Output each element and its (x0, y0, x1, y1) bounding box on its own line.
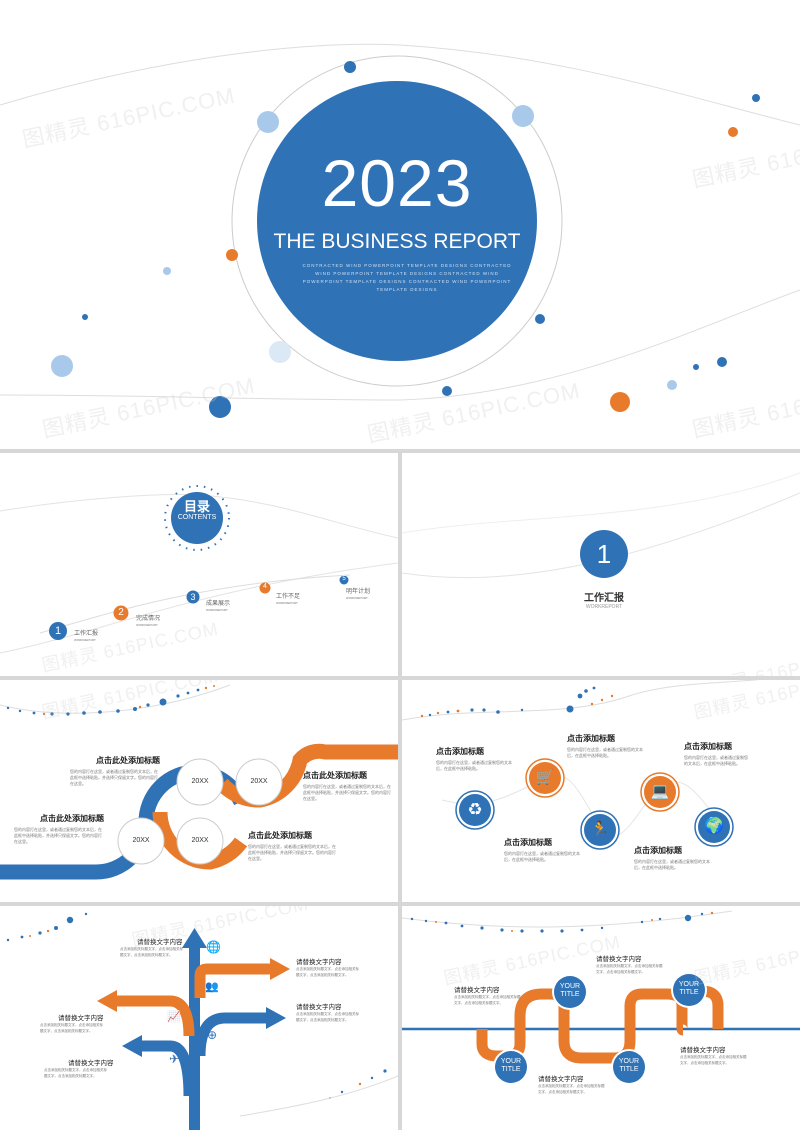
timeline-circle-1: YOUR TITLE (500, 1058, 522, 1073)
s5-item-4-title[interactable]: 点击添加标题 (504, 838, 552, 847)
icon-wave-slide: ♻ 🛒 🏃 💻 🌍 点击添加标题 您的内容打在这里，或者通过复制您的文本后，在此… (402, 680, 800, 902)
s7-item-3-title[interactable]: 请替换文字内容 (538, 1076, 584, 1083)
s5-item-4-body: 您的内容打在这里，或者通过复制您的文本后，在此框中选择粘贴。 (504, 851, 580, 862)
arrows-graphic (6, 912, 398, 1130)
s4-item-4-body: 您的内容打在这里，或者通过复制您的文本后，在此框中选择粘贴，并选择只保留文字。您… (248, 844, 336, 861)
toc-item-4-sub: WORKREPORT (276, 601, 298, 605)
s7-item-1-body: 点击添加相关标题文字，点击添加相关标题文字，点击添加相关标题文字。 (454, 995, 521, 1005)
timeline-circle-2: YOUR TITLE (559, 983, 581, 998)
toc-item-1-number: 1 (54, 625, 62, 637)
s7-item-4-title[interactable]: 请替换文字内容 (680, 1047, 726, 1054)
toc-item-4-label[interactable]: 工作不足 (276, 594, 301, 600)
toc-item-5-sub: WORKREPORT (346, 596, 368, 600)
s7-item-4-body: 点击添加相关标题文字，点击添加相关标题文字，点击添加相关标题文字。 (680, 1055, 747, 1065)
cover-year: 2023 (321, 146, 473, 220)
section-slide: 1 工作汇报 WORKREPORT 图精灵 616PIC.COM (402, 453, 800, 676)
toc-item-5-number: 5 (342, 576, 346, 582)
toc-item-4-number: 4 (263, 583, 267, 590)
s5-item-1-body: 您的内容打在这里，或者通过复制您的文本后，在此框中选择粘贴。 (436, 760, 512, 771)
toc-subtitle: CONTENTS (177, 514, 217, 521)
toc-item-5-label[interactable]: 明年计划 (346, 589, 371, 595)
s7-item-2-body: 点击添加相关标题文字，点击添加相关标题文字，点击添加相关标题文字。 (596, 964, 663, 974)
globe-icon: 🌐 (206, 940, 221, 954)
toc-item-2-label[interactable]: 完成情况 (136, 616, 161, 622)
toc-decoration (0, 485, 398, 654)
toc-slide: 目录 CONTENTS 1 工作汇报 WORKREPORT 2 完成情况 WOR… (0, 453, 398, 676)
cover-tagline: CONTRACTED WIND POWERPOINT TEMPLATE DESI… (302, 263, 512, 292)
s5-item-3-body: 您的内容打在这里，或者通过复制您的文本后，在此框中选择粘贴。 (684, 755, 748, 766)
toc-item-3-label[interactable]: 成果展示 (206, 601, 231, 607)
people-icon: 👥 (205, 981, 219, 993)
wave-timeline-slide: YOUR TITLE YOUR TITLE YOUR TITLE YOUR TITLE … (402, 906, 800, 1130)
s6-item-5-body: 点击添加相关标题文字，点击添加相关标题文字，点击添加相关标题文字。 (44, 1068, 107, 1078)
section-decoration (402, 472, 800, 579)
s6-item-5-title[interactable]: 请替换文字内容 (68, 1060, 114, 1067)
s6-item-1-body: 点击添加相关标题文字，点击添加相关标题文字，点击添加相关标题文字。 (120, 947, 183, 957)
runner-exit-icon: 🏃 (590, 821, 610, 838)
timeline-circle-4: YOUR TITLE (678, 981, 700, 996)
toc-item-3-sub: WORKREPORT (206, 608, 228, 612)
s5-item-5-body: 您的内容打在这里，或者通过复制您的文本后，在此框中选择粘贴。 (634, 859, 710, 870)
toc-item-2-sub: WORKREPORT (136, 623, 158, 627)
s6-item-4-title[interactable]: 请替换文字内容 (58, 1015, 104, 1022)
s6-item-4-body: 点击添加相关标题文字，点击添加相关标题文字，点击添加相关标题文字。 (40, 1023, 103, 1033)
s5-item-1-title[interactable]: 点击添加标题 (436, 747, 484, 756)
toc-item-3-number: 3 (190, 592, 196, 602)
s6-item-3-body: 点击添加相关标题文字，点击添加相关标题文字，点击添加相关标题文字。 (296, 1012, 359, 1022)
section-title: 工作汇报 (584, 593, 624, 604)
trend-chart-icon: 📈 (167, 1011, 181, 1023)
s7-item-2-title[interactable]: 请替换文字内容 (596, 956, 642, 963)
s-circle-1: 20XX (191, 778, 209, 785)
cover-title: THE BUSINESS REPORT (273, 230, 521, 253)
arrows-slide: 🌐 👥 📈 ⊕ ✈ 请替换文字内容 点击添加相关标题文字，点击添加相关标题文字，… (0, 906, 398, 1130)
recycle-icon: ♻ (467, 800, 483, 819)
timeline-circle-3: YOUR TITLE (618, 1058, 640, 1073)
toc-item-2-number: 2 (118, 607, 124, 618)
section-sub: WORKREPORT (585, 604, 623, 610)
s-circle-2: 20XX (250, 778, 268, 785)
s4-item-1-body: 您的内容打在这里，或者通过复制您的文本后，在此框中选择粘贴，并选择只保留文字。您… (70, 769, 158, 786)
s4-item-4-title[interactable]: 点击此处添加标题 (248, 831, 312, 840)
cover-slide: 2023 THE BUSINESS REPORT CONTRACTED WIND… (0, 0, 800, 449)
s6-item-2-body: 点击添加相关标题文字，点击添加相关标题文字，点击添加相关标题文字。 (296, 967, 359, 977)
s7-item-1-title[interactable]: 请替换文字内容 (454, 987, 500, 994)
lifebuoy-icon: ⊕ (206, 1028, 218, 1042)
s4-item-3-body: 您的内容打在这里，或者通过复制您的文本后，在此框中选择粘贴，并选择只保留文字。您… (14, 827, 102, 844)
laptop-icon: 💻 (650, 783, 670, 800)
s-circle-3: 20XX (132, 837, 150, 844)
toc-title: 目录 (183, 499, 210, 514)
s4-item-2-title[interactable]: 点击此处添加标题 (303, 771, 367, 780)
s6-item-3-title[interactable]: 请替换文字内容 (296, 1004, 342, 1011)
icon-wave-graphic (402, 680, 761, 850)
paper-plane-icon: ✈ (168, 1052, 180, 1066)
s7-item-3-body: 点击添加相关标题文字，点击添加相关标题文字，点击添加相关标题文字。 (538, 1084, 605, 1094)
s4-item-1-title[interactable]: 点击此处添加标题 (96, 756, 160, 765)
toc-item-1-sub: WORKREPORT (74, 638, 96, 642)
s5-item-5-title[interactable]: 点击添加标题 (634, 846, 682, 855)
globe-icon: 🌍 (704, 818, 724, 835)
toc-item-1-label[interactable]: 工作汇报 (74, 631, 99, 637)
s5-item-2-title[interactable]: 点击添加标题 (567, 734, 615, 743)
s-curve-graphic (0, 684, 398, 880)
s6-item-2-title[interactable]: 请替换文字内容 (296, 959, 342, 966)
shopping-cart-icon: 🛒 (535, 769, 555, 786)
s4-item-2-body: 您的内容打在这里，或者通过复制您的文本后，在此框中选择粘贴，并选择只保留文字。您… (303, 784, 391, 801)
timeline-s-slide: 20XX 20XX 20XX 20XX 点击此处添加标题 您的内容打在这里，或者… (0, 680, 398, 902)
s-circle-4: 20XX (191, 837, 209, 844)
cover-decoration (0, 43, 800, 418)
section-number: 1 (596, 539, 612, 569)
s4-item-3-title[interactable]: 点击此处添加标题 (40, 814, 104, 823)
wave-timeline-graphic (402, 910, 800, 1085)
s6-item-1-title[interactable]: 请替换文字内容 (137, 939, 183, 946)
s5-item-2-body: 您的内容打在这里，或者通过复制您的文本后，在此框中选择粘贴。 (567, 747, 643, 758)
s5-item-3-title[interactable]: 点击添加标题 (684, 742, 732, 751)
